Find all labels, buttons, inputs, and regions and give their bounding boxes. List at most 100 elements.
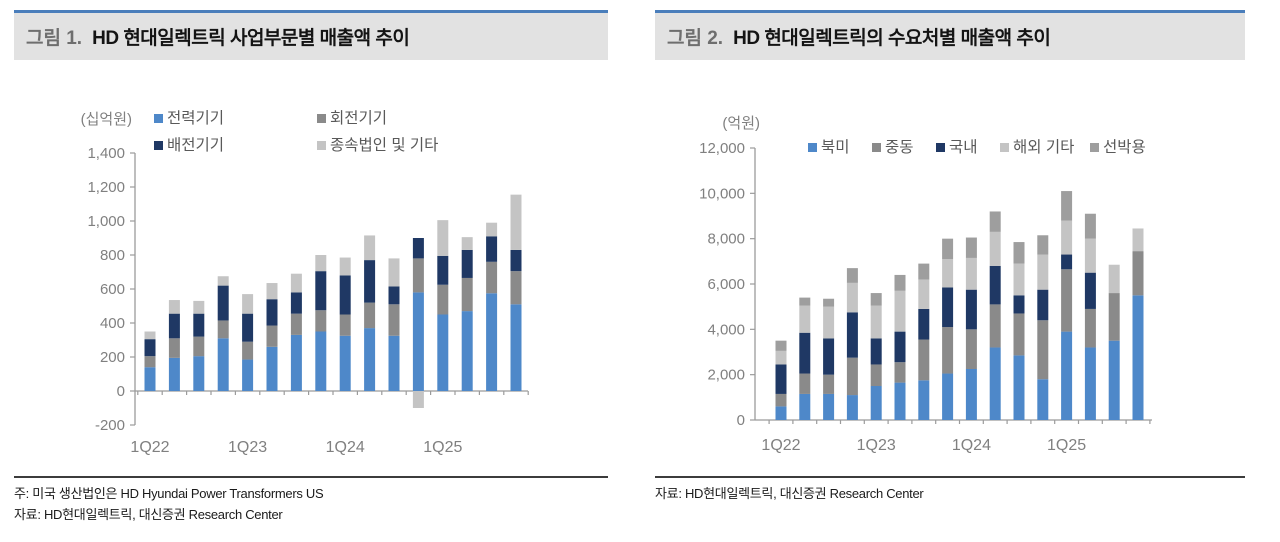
bar-segment <box>1132 295 1144 420</box>
revenue-by-customer-chart: 0 2,000 4,000 6,000 8,000 10,000 12,000 1Q22 1Q2… <box>699 115 1152 454</box>
bar-segment <box>217 338 229 391</box>
y-tick-label: 600 <box>100 281 125 298</box>
unit-label: (십억원) <box>81 111 132 128</box>
bar-segment <box>870 305 882 339</box>
y-tick-label: 12,000 <box>699 140 745 157</box>
bar-segment <box>437 255 449 285</box>
x-tick-label: 1Q23 <box>857 437 896 454</box>
bar-segment <box>168 300 180 314</box>
bar-segment <box>1084 238 1096 273</box>
bar-segment <box>193 300 205 314</box>
bar-segment <box>168 338 180 358</box>
bar-segment <box>144 367 156 391</box>
bar-segment <box>942 327 954 374</box>
bar-segment <box>823 306 835 339</box>
figure1-header: 그림 1. HD 현대일렉트릭 사업부문별 매출액 추이 <box>14 10 608 60</box>
bar-segment <box>1037 235 1049 255</box>
bar-segment <box>894 274 906 291</box>
legend-swatch <box>154 114 163 123</box>
bar-segment <box>486 236 498 262</box>
bar-segment <box>315 331 327 391</box>
bar-segment <box>1013 313 1025 356</box>
bar-segment <box>894 290 906 332</box>
bar-segment <box>894 331 906 363</box>
bar-segment <box>461 311 473 391</box>
bar-segment <box>1084 272 1096 309</box>
bar-segment <box>461 237 473 250</box>
bar-segment <box>510 304 522 391</box>
bar-segment <box>1061 254 1073 270</box>
y-tick-label: 4,000 <box>707 321 745 338</box>
bar-segment <box>339 314 351 336</box>
figure1-label: 그림 1. <box>26 28 83 49</box>
bar-segment <box>315 310 327 332</box>
x-tick-label: 1Q25 <box>423 439 462 456</box>
bar-segment <box>846 312 858 358</box>
legend-swatch <box>1000 143 1009 152</box>
bar-segment <box>1084 308 1096 348</box>
bar-segment <box>144 331 156 340</box>
bar-segment <box>144 356 156 368</box>
bar-segment <box>989 265 1001 305</box>
bar-segment <box>775 364 787 394</box>
bar-segment <box>1108 293 1120 341</box>
bar-segment <box>217 285 229 321</box>
figure1-note-1: 주: 미국 생산법인은 HD Hyundai Power Transformer… <box>14 486 324 501</box>
bar-segment <box>846 268 858 283</box>
bar-segment <box>364 235 376 261</box>
y-tick-label: 1,200 <box>87 179 125 196</box>
bar-segment <box>918 308 930 340</box>
bar-segment <box>1037 320 1049 380</box>
bar-segment <box>1061 191 1073 221</box>
bar-segment <box>388 258 400 287</box>
x-tick-label: 1Q22 <box>130 439 169 456</box>
bar-segment <box>1132 251 1144 296</box>
bar-segment <box>364 328 376 391</box>
legend-swatch <box>808 143 817 152</box>
bar-segment <box>168 357 180 391</box>
legend-label: 회전기기 <box>330 109 387 127</box>
bar-segment <box>217 276 229 286</box>
figure2-note-1: 자료: HD현대일렉트릭, 대신증권 Research Center <box>655 486 924 501</box>
bar-segment <box>486 261 498 294</box>
bar-segment <box>846 395 858 420</box>
bar-segment <box>989 304 1001 348</box>
bar-segment <box>1037 254 1049 290</box>
bar-segment <box>510 271 522 305</box>
bar-segment <box>775 340 787 351</box>
figure1-title: HD 현대일렉트릭 사업부문별 매출액 추이 <box>92 28 410 49</box>
bar-segment <box>242 359 254 391</box>
y-tick-label: 6,000 <box>707 276 745 293</box>
legend-label: 해외 기타 <box>1013 138 1074 156</box>
legend-swatch <box>872 143 881 152</box>
bar-segment <box>388 304 400 336</box>
bar-segment <box>1084 213 1096 239</box>
bar-segment <box>918 279 930 309</box>
bar-segment <box>193 336 205 357</box>
bar-segment <box>989 211 1001 232</box>
figure2-label: 그림 2. <box>667 28 724 49</box>
bar-segment <box>823 374 835 394</box>
revenue-by-segment-chart: -200 0 200 400 600 800 1,000 1,200 1,400 1Q22 1Q23… <box>81 109 529 456</box>
bar-segment <box>775 393 787 407</box>
bar-segment <box>266 283 278 300</box>
legend-swatch <box>317 114 326 123</box>
x-tick-label: 1Q24 <box>952 437 991 454</box>
y-tick-label: 1,400 <box>87 145 125 162</box>
bar-segment <box>799 332 811 374</box>
bar-segment <box>388 335 400 391</box>
bar-segment <box>461 277 473 312</box>
figure1-panel: 그림 1. HD 현대일렉트릭 사업부문별 매출액 추이 -200 0 200 400… <box>14 10 608 540</box>
bar-segment <box>217 320 229 339</box>
bar-segment <box>870 364 882 386</box>
y-tick-label: 1,000 <box>87 213 125 230</box>
bar-segment <box>1013 242 1025 264</box>
bar-segment <box>942 238 954 260</box>
bar-segment <box>486 293 498 391</box>
bar-segment <box>388 286 400 305</box>
bar-segment <box>823 338 835 375</box>
bar-segment <box>823 298 835 307</box>
y-tick-label: 2,000 <box>707 367 745 384</box>
bar-segment <box>1037 289 1049 321</box>
bar-segment <box>918 380 930 420</box>
